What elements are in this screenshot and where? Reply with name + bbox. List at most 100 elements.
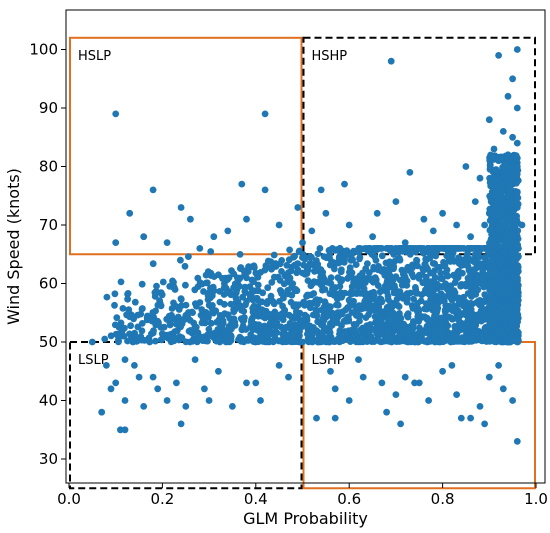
data-point: [492, 269, 500, 277]
data-point: [499, 304, 507, 311]
data-point: [348, 309, 356, 316]
data-point: [306, 260, 314, 267]
data-point: [354, 284, 362, 291]
data-point: [131, 362, 138, 369]
data-point: [138, 280, 146, 288]
data-point: [394, 321, 402, 329]
data-point: [509, 174, 516, 182]
data-point: [208, 292, 216, 300]
data-point: [454, 245, 461, 252]
data-point: [152, 337, 159, 345]
data-point: [265, 327, 273, 335]
data-point: [209, 302, 216, 309]
data-point: [193, 336, 201, 344]
data-point: [462, 163, 470, 170]
data-point: [476, 253, 483, 261]
data-point: [434, 304, 442, 312]
data-point: [355, 356, 362, 363]
data-point: [316, 245, 324, 252]
data-point: [149, 311, 157, 318]
data-point: [254, 338, 262, 346]
data-point: [344, 304, 351, 312]
data-point: [486, 248, 494, 256]
data-point: [182, 281, 189, 289]
data-point: [206, 331, 214, 339]
data-point: [418, 271, 426, 278]
data-point: [405, 327, 413, 335]
data-point: [149, 260, 157, 268]
data-point: [429, 269, 437, 277]
region-box-hslp: [69, 36, 303, 256]
data-point: [267, 258, 275, 265]
data-point: [396, 337, 404, 344]
data-point: [470, 322, 478, 329]
data-point: [107, 385, 115, 393]
data-point: [107, 332, 115, 340]
data-point: [390, 284, 397, 292]
data-point: [250, 278, 257, 286]
data-point: [372, 257, 380, 264]
data-point: [153, 320, 161, 327]
data-point: [325, 247, 333, 254]
data-point: [326, 255, 334, 262]
data-point: [419, 265, 427, 272]
data-point: [309, 311, 317, 319]
data-point: [332, 284, 339, 291]
data-point: [261, 322, 268, 330]
data-point: [157, 336, 165, 344]
data-point: [410, 295, 417, 303]
data-point: [301, 255, 309, 263]
data-point: [294, 204, 302, 211]
data-point: [480, 283, 488, 291]
data-point: [187, 215, 194, 223]
data-point: [495, 157, 502, 165]
data-point: [168, 305, 176, 312]
data-point: [499, 127, 507, 135]
data-point: [322, 300, 329, 307]
data-point: [304, 291, 311, 299]
data-point: [194, 329, 202, 337]
data-point: [209, 306, 217, 314]
data-point: [513, 204, 521, 211]
data-point: [513, 139, 521, 147]
data-point: [388, 310, 396, 318]
data-point: [387, 57, 395, 65]
data-point: [126, 313, 133, 321]
data-point: [495, 52, 502, 59]
data-point: [295, 247, 303, 255]
data-point: [440, 325, 448, 333]
data-point: [392, 198, 400, 206]
plot-frame: [65, 9, 546, 484]
data-point: [492, 188, 500, 196]
data-point: [345, 397, 353, 404]
data-point: [214, 329, 222, 337]
data-point: [463, 333, 471, 341]
data-point: [238, 180, 246, 188]
data-point: [498, 194, 506, 202]
data-point: [294, 338, 302, 345]
data-point: [251, 264, 258, 271]
data-point: [491, 208, 499, 216]
data-point: [380, 266, 388, 273]
data-point: [300, 299, 307, 307]
data-point: [182, 301, 190, 309]
data-point: [278, 268, 285, 275]
region-box-hshp: [302, 36, 536, 256]
data-point: [177, 295, 185, 303]
data-point: [338, 293, 346, 301]
data-point: [414, 313, 422, 321]
data-point: [270, 251, 278, 259]
data-point: [170, 284, 177, 291]
data-point: [490, 217, 497, 224]
data-point: [356, 317, 363, 325]
data-point: [376, 318, 384, 325]
data-point: [505, 198, 513, 206]
data-point: [378, 298, 386, 306]
data-point: [428, 298, 436, 305]
data-point: [479, 269, 486, 277]
data-point: [115, 324, 123, 331]
data-point: [292, 321, 300, 329]
data-point: [476, 245, 484, 252]
data-point: [513, 163, 521, 170]
data-point: [374, 266, 382, 274]
